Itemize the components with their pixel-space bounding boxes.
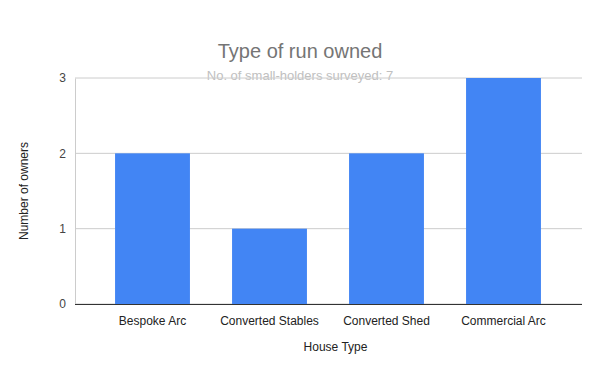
- x-tick-label: Converted Stables: [220, 314, 319, 328]
- y-tick: 0: [59, 297, 75, 311]
- subtitle: No. of small-holders surveyed: 7: [207, 68, 393, 83]
- y-axis-title: Number of owners: [17, 142, 31, 240]
- y-tick-label: 0: [59, 297, 66, 311]
- x-axis-line: [75, 304, 582, 305]
- chart: Type of run owned No. of small-holders su…: [0, 0, 600, 371]
- x-tick-label: Converted Shed: [343, 314, 430, 328]
- grid: [75, 78, 582, 304]
- x-tick: Converted Shed: [343, 304, 430, 328]
- bar: [466, 78, 541, 304]
- bar: [115, 153, 190, 304]
- title: Type of run owned: [218, 40, 383, 62]
- y-axis-line: [75, 79, 76, 305]
- y-tick-label: 3: [59, 71, 66, 85]
- y-tick-label: 2: [59, 147, 66, 161]
- x-axis-title: House Type: [304, 340, 368, 354]
- y-axis: 0 1 2 3: [59, 71, 75, 311]
- x-tick-label: Commercial Arc: [461, 314, 546, 328]
- x-tick: Converted Stables: [220, 304, 319, 328]
- y-tick: 1: [59, 222, 75, 236]
- bar: [349, 153, 424, 304]
- y-tick: 3: [59, 71, 75, 85]
- x-tick: Bespoke Arc: [119, 304, 186, 328]
- y-tick: 2: [59, 147, 75, 161]
- x-axis: Bespoke Arc Converted Stables Converted Sh…: [75, 304, 582, 328]
- x-tick-label: Bespoke Arc: [119, 314, 186, 328]
- bars: [115, 78, 541, 304]
- y-tick-label: 1: [59, 222, 66, 236]
- x-tick: Commercial Arc: [461, 304, 546, 328]
- bar: [232, 229, 307, 304]
